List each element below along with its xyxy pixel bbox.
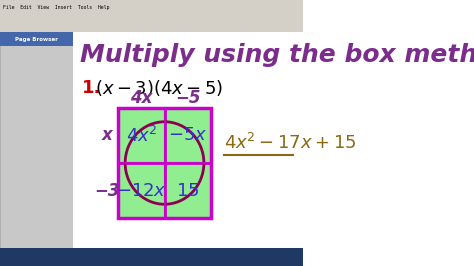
FancyBboxPatch shape: [0, 32, 73, 46]
FancyBboxPatch shape: [0, 0, 303, 18]
FancyBboxPatch shape: [118, 163, 164, 218]
Text: Multiply using the box method.: Multiply using the box method.: [80, 43, 474, 67]
FancyBboxPatch shape: [118, 108, 164, 163]
Text: $4x^2 - 17x + 15$: $4x^2 - 17x + 15$: [224, 133, 356, 153]
Text: $(x-3)(4x-5)$: $(x-3)(4x-5)$: [94, 78, 223, 98]
Text: $15$: $15$: [176, 181, 200, 200]
Text: $-12x$: $-12x$: [116, 181, 167, 200]
FancyBboxPatch shape: [0, 248, 303, 266]
Text: x: x: [101, 127, 112, 144]
Text: Page Browser: Page Browser: [15, 36, 58, 41]
Text: $4x^2$: $4x^2$: [126, 126, 157, 146]
Text: 1.: 1.: [82, 79, 101, 97]
FancyBboxPatch shape: [164, 108, 211, 163]
FancyBboxPatch shape: [0, 18, 303, 32]
FancyBboxPatch shape: [0, 32, 73, 266]
FancyBboxPatch shape: [164, 163, 211, 218]
Text: File  Edit  View  Insert  Tools  Help: File Edit View Insert Tools Help: [3, 6, 109, 10]
Text: −3: −3: [94, 181, 119, 200]
Text: $-5x$: $-5x$: [168, 127, 207, 144]
Text: 4x: 4x: [130, 89, 153, 107]
FancyBboxPatch shape: [73, 32, 303, 266]
Text: −5: −5: [175, 89, 201, 107]
